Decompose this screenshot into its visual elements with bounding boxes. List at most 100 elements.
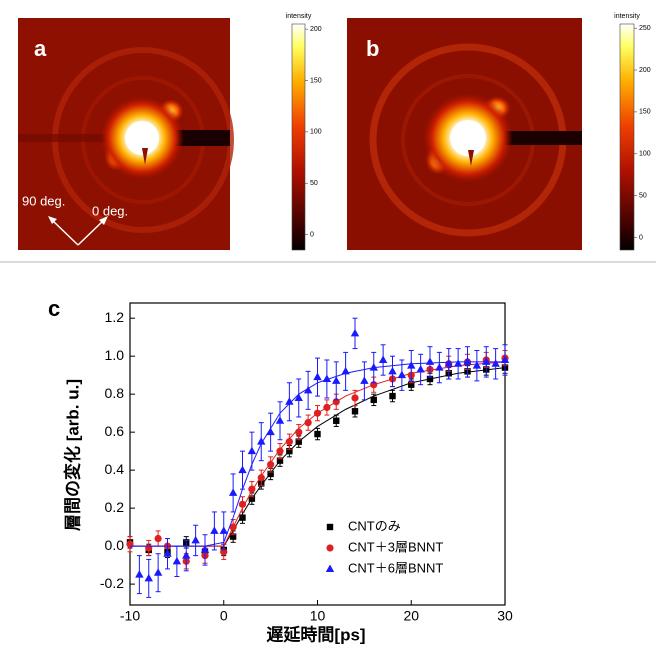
legend-label: CNT＋6層BNNT — [348, 560, 443, 575]
data-point — [191, 535, 200, 544]
data-point — [388, 366, 397, 375]
data-point — [472, 361, 482, 369]
annotation: 90 deg. — [22, 193, 65, 208]
data-point — [286, 447, 293, 455]
data-point — [425, 357, 435, 365]
data-point — [332, 376, 341, 384]
data-point — [407, 361, 416, 369]
data-point — [378, 355, 388, 363]
y-tick-label: 0.4 — [105, 461, 125, 477]
data-point — [389, 392, 396, 400]
data-point — [257, 474, 265, 482]
x-tick-label: 10 — [310, 608, 326, 624]
data-point — [453, 359, 463, 367]
colorbar-label: intensity — [614, 13, 640, 20]
x-tick-label: -10 — [120, 608, 140, 624]
data-point — [238, 465, 247, 474]
data-point — [313, 372, 322, 381]
colorbar-tick-label: 200 — [639, 67, 651, 74]
data-point — [416, 364, 425, 373]
x-tick-label: 30 — [497, 608, 513, 624]
x-tick-label: 20 — [403, 608, 419, 624]
data-point — [370, 396, 377, 404]
panel-label: a — [34, 36, 47, 61]
panel-label: c — [48, 296, 60, 321]
data-point — [463, 357, 472, 365]
data-point — [491, 359, 500, 367]
data-point — [314, 430, 321, 438]
data-point — [435, 363, 444, 371]
data-point — [303, 385, 313, 394]
data-point — [238, 500, 247, 508]
data-point — [294, 393, 303, 401]
data-point — [360, 376, 369, 384]
colorbar-tick-label: 150 — [639, 109, 651, 116]
colorbar-label: intensity — [286, 13, 312, 20]
y-tick-label: 1.2 — [105, 309, 125, 325]
data-point — [285, 438, 293, 446]
data-point — [275, 416, 285, 424]
diffraction-image-b: b — [347, 18, 582, 250]
data-point — [500, 355, 510, 363]
data-point — [228, 488, 238, 496]
data-point — [276, 457, 284, 464]
legend-marker — [325, 564, 335, 572]
data-point — [135, 570, 144, 578]
x-tick-label: 0 — [220, 608, 228, 624]
data-point — [322, 374, 332, 382]
data-point — [323, 403, 331, 412]
y-tick-label: 0.8 — [105, 385, 125, 401]
data-point — [229, 533, 237, 540]
data-point — [313, 409, 322, 417]
colorbar-tick-label: 200 — [310, 26, 322, 33]
data-point — [163, 549, 172, 557]
data-point — [200, 545, 210, 553]
diffraction-image-a: a 90 deg. 0 deg. — [18, 18, 234, 250]
annotation: 0 deg. — [92, 203, 128, 218]
data-point — [248, 485, 256, 493]
data-point — [426, 375, 434, 383]
legend-label: CNT＋3層BNNT — [348, 539, 443, 554]
colorbar — [291, 23, 306, 251]
data-point — [267, 460, 275, 469]
colorbar-tick-label: 100 — [310, 129, 322, 136]
data-point — [444, 359, 453, 367]
data-point — [126, 540, 134, 548]
colorbar-tick-label: 150 — [310, 77, 322, 84]
data-point — [219, 526, 228, 534]
data-point — [239, 514, 246, 521]
data-point — [257, 437, 266, 445]
legend-marker — [326, 544, 334, 552]
data-point — [229, 523, 237, 531]
colorbar-tick-label: 250 — [639, 25, 651, 32]
data-point — [351, 408, 359, 415]
y-tick-label: 1.0 — [105, 347, 125, 363]
data-point — [408, 381, 415, 388]
y-tick-label: 0.6 — [105, 423, 125, 439]
data-point — [304, 419, 312, 427]
y-tick-label: 0.0 — [105, 537, 125, 553]
data-point — [341, 366, 350, 375]
data-point — [248, 495, 256, 502]
colorbar-tick-label: 0 — [310, 231, 314, 238]
colorbar — [619, 23, 635, 251]
colorbar-tick-label: 0 — [639, 234, 643, 241]
y-tick-label: -0.2 — [100, 575, 124, 591]
data-point — [145, 544, 153, 552]
data-point — [482, 357, 491, 365]
series — [130, 317, 510, 598]
y-tick-label: 0.2 — [105, 499, 125, 515]
x-axis-label: 遅延時間[ps] — [266, 624, 365, 644]
data-point — [267, 470, 274, 478]
colorbar-tick-label: 50 — [310, 180, 318, 187]
data-point — [276, 447, 284, 455]
y-axis-label: 層間の変化 [arb. u.] — [62, 379, 82, 531]
data-point — [210, 526, 219, 534]
legend-label: CNTのみ — [348, 518, 401, 533]
data-point — [172, 556, 182, 565]
legend-marker — [326, 523, 334, 531]
data-point — [351, 394, 359, 402]
data-point — [285, 397, 294, 405]
data-point — [144, 573, 153, 582]
